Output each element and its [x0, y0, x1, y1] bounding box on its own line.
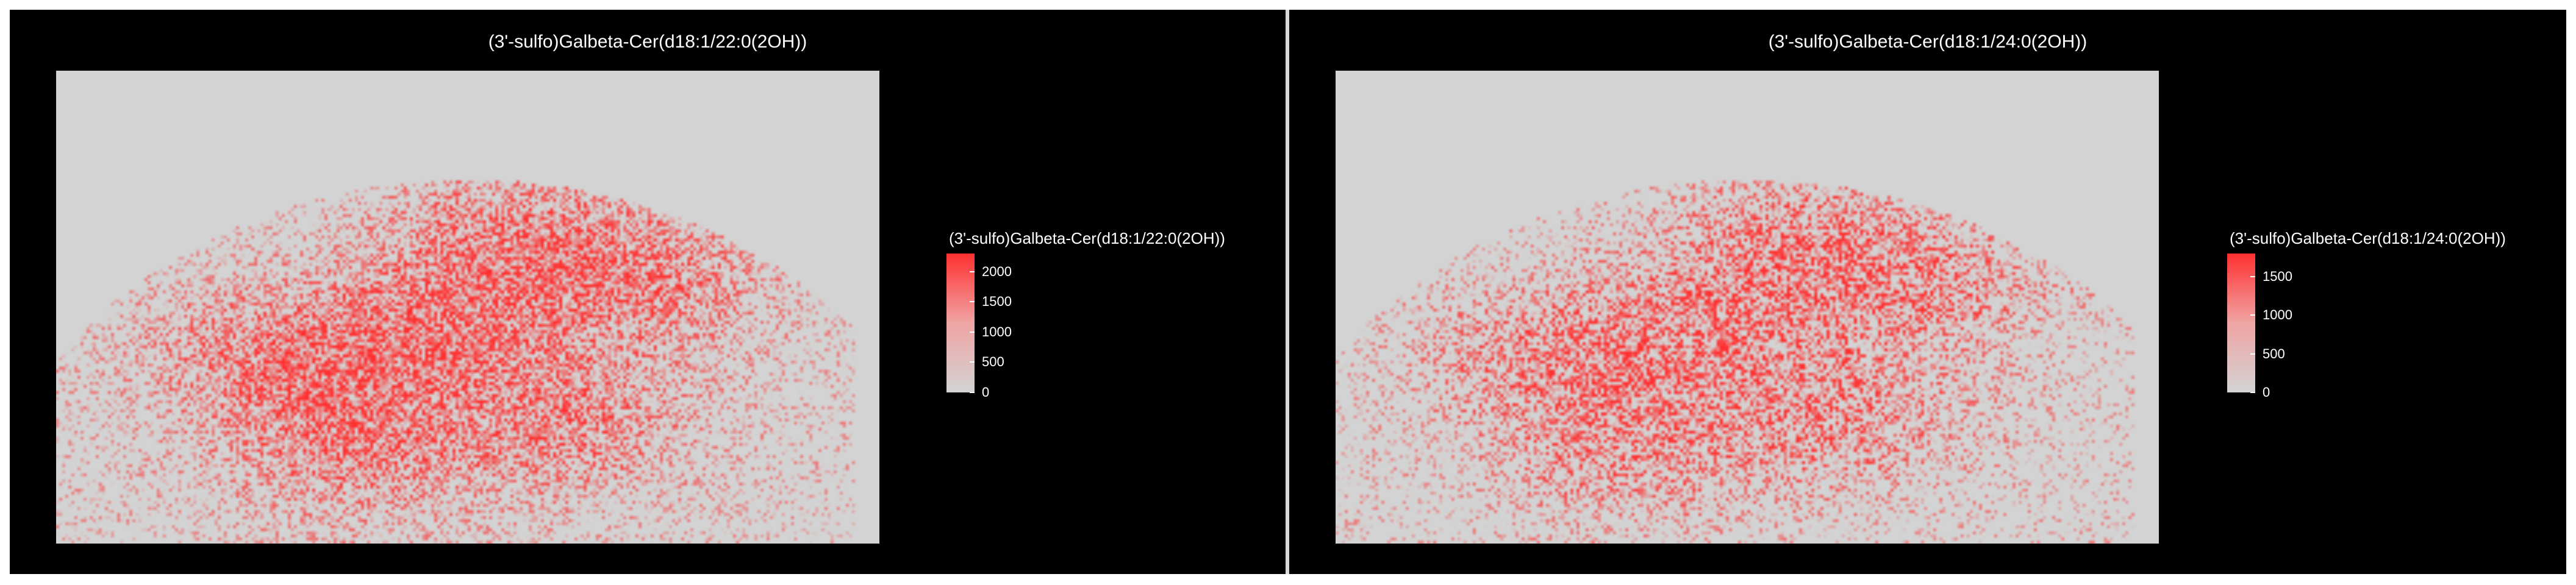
colorbar-tickmark	[2250, 392, 2255, 393]
heatmap-panel-left: (3'-sulfo)Galbeta-Cer(d18:1/22:0(2OH)) (…	[10, 10, 1286, 574]
colorbar-tickmark	[970, 301, 975, 303]
colorbar-tickmark	[970, 271, 975, 272]
colorbar-tickmark	[2250, 314, 2255, 316]
colorbar-tickmark	[970, 361, 975, 363]
colorbar-tick-label: 500	[2263, 346, 2285, 361]
heatmap-panel-right: (3'-sulfo)Galbeta-Cer(d18:1/24:0(2OH)) (…	[1289, 10, 2566, 574]
colorbar-tick-label: 2000	[982, 263, 1012, 279]
colorbar-tick-label: 0	[982, 385, 990, 400]
heatmap-image-left	[56, 71, 879, 544]
chart-title-left: (3'-sulfo)Galbeta-Cer(d18:1/22:0(2OH))	[488, 32, 807, 52]
legend-title-left: (3'-sulfo)Galbeta-Cer(d18:1/22:0(2OH))	[949, 229, 1225, 247]
legend-title-right: (3'-sulfo)Galbeta-Cer(d18:1/24:0(2OH))	[2230, 229, 2506, 247]
colorbar-tickmark	[2250, 353, 2255, 355]
colorbar-right	[2227, 254, 2255, 392]
colorbar-tick-label: 1000	[982, 324, 1012, 339]
colorbar-tickmark	[970, 392, 975, 393]
heatmap-image-right	[1336, 71, 2159, 544]
colorbar-tick-label: 500	[982, 354, 1004, 370]
colorbar-left	[946, 254, 975, 392]
colorbar-tick-label: 1500	[982, 294, 1012, 310]
colorbar-tick-label: 1500	[2263, 269, 2292, 284]
chart-title-right: (3'-sulfo)Galbeta-Cer(d18:1/24:0(2OH))	[1768, 32, 2088, 52]
colorbar-tick-label: 0	[2263, 385, 2270, 400]
colorbar-tick-label: 1000	[2263, 307, 2292, 323]
colorbar-tickmark	[970, 331, 975, 333]
panel-divider	[1286, 10, 1289, 574]
colorbar-tickmark	[2250, 276, 2255, 277]
